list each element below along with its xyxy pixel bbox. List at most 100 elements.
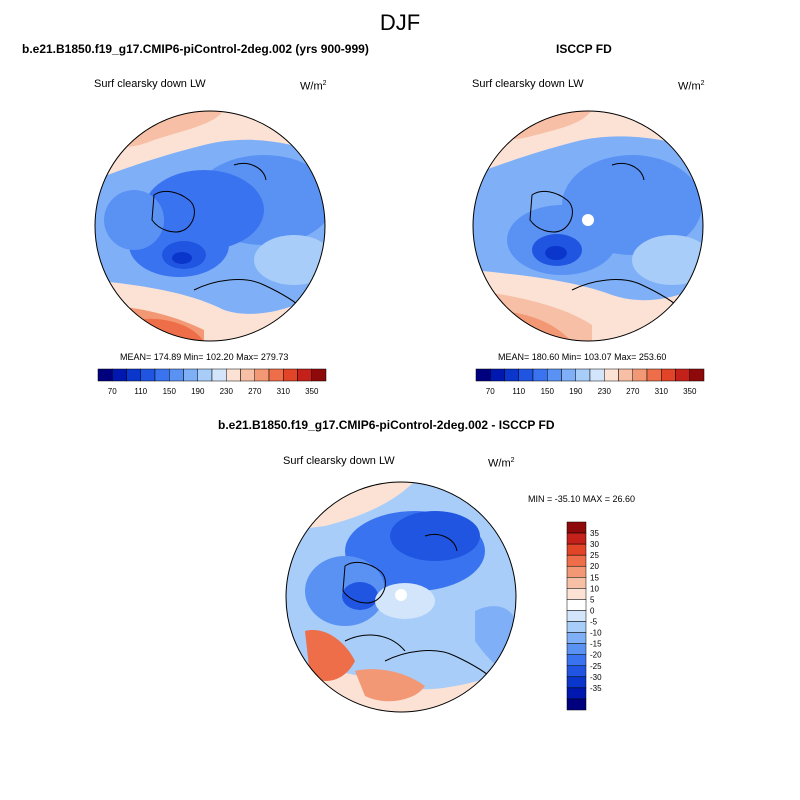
- colorbar-swatch: [566, 577, 587, 589]
- colorbar-tick-label: 270: [248, 387, 262, 396]
- colorbar-swatch: [661, 368, 676, 382]
- colorbar-swatch: [169, 368, 184, 382]
- colorbar-swatch: [254, 368, 270, 382]
- colorbar-swatch: [518, 368, 534, 382]
- colorbar-swatch: [675, 368, 690, 382]
- colorbar-swatch: [532, 368, 548, 382]
- colorbar-swatch: [618, 368, 633, 382]
- colorbar-tick-label: 30: [590, 540, 599, 549]
- colorbar-swatch: [566, 610, 587, 622]
- colorbar-tick-label: 350: [683, 387, 697, 396]
- colorbar-tick-label: 0: [590, 606, 595, 615]
- colorbar-swatch: [566, 687, 587, 700]
- colorbar-swatch: [575, 368, 591, 382]
- colorbar-swatch: [240, 368, 255, 382]
- model-case-title: b.e21.B1850.f19_g17.CMIP6-piControl-2deg…: [22, 42, 369, 56]
- colorbar-swatch: [226, 368, 241, 382]
- colorbar-tick-label: 230: [220, 387, 234, 396]
- colorbar-swatch: [646, 368, 662, 382]
- colorbar-tick-label: 230: [598, 387, 612, 396]
- colorbar-tick-label: -15: [590, 640, 602, 649]
- colorbar-tick-label: 10: [590, 584, 599, 593]
- obs-stats: MEAN= 180.60 Min= 103.07 Max= 253.60: [498, 352, 667, 362]
- obs-colorbar-swatches: [475, 368, 705, 382]
- colorbar-swatch: [547, 368, 562, 382]
- colorbar-swatch: [561, 368, 576, 382]
- colorbar-tick-label: -5: [590, 618, 598, 627]
- colorbar-swatch: [604, 368, 619, 382]
- colorbar-tick-label: 110: [512, 387, 525, 396]
- colorbar-swatch: [283, 368, 298, 382]
- colorbar-swatch: [566, 588, 587, 600]
- colorbar-swatch: [126, 368, 141, 382]
- colorbar-tick-label: 110: [134, 387, 147, 396]
- colorbar-swatch: [566, 632, 587, 644]
- colorbar-swatch: [566, 543, 587, 556]
- diff-variable-label: Surf clearsky down LW: [283, 455, 395, 467]
- colorbar-swatch: [311, 368, 327, 382]
- colorbar-tick-label: 150: [541, 387, 555, 396]
- colorbar-swatch: [566, 698, 587, 711]
- model-units-label: W/m2: [300, 80, 327, 93]
- colorbar-tick-label: 70: [486, 387, 495, 396]
- colorbar-swatch: [566, 643, 587, 655]
- colorbar-swatch: [475, 368, 491, 382]
- colorbar-swatch: [297, 368, 312, 382]
- colorbar-tick-label: 70: [108, 387, 117, 396]
- colorbar-swatch: [566, 565, 587, 578]
- colorbar-swatch: [566, 676, 587, 689]
- colorbar-tick-label: -35: [590, 684, 602, 693]
- obs-polar-map: [472, 110, 704, 342]
- colorbar-swatch: [211, 368, 227, 382]
- colorbar-swatch: [97, 368, 113, 382]
- colorbar-tick-label: 20: [590, 562, 599, 571]
- colorbar-swatch: [566, 599, 587, 611]
- colorbar-tick-label: 150: [163, 387, 177, 396]
- colorbar-swatch: [112, 368, 127, 382]
- colorbar-tick-label: 35: [590, 529, 599, 538]
- model-polar-map: [94, 110, 326, 342]
- diff-colorbar-ticks: 35 30 25 20 15 10 5 0 -5 -10 -15 -20 -25 -30 -35: [590, 529, 602, 693]
- colorbar-swatch: [632, 368, 648, 382]
- diff-colorbar: 35 30 25 20 15 10 5 0 -5 -10 -15 -20 -25 -30 -35: [566, 521, 602, 711]
- obs-colorbar-ticks: 70 110 150 190 230 270 310 350: [486, 387, 697, 396]
- colorbar-tick-label: 190: [191, 387, 205, 396]
- diff-colorbar-swatches: [566, 521, 587, 711]
- colorbar-swatch: [504, 368, 519, 382]
- model-variable-label: Surf clearsky down LW: [94, 78, 206, 90]
- diff-polar-map: [285, 481, 517, 713]
- obs-units-label: W/m2: [678, 80, 705, 93]
- colorbar-tick-label: -10: [590, 629, 602, 638]
- model-colorbar-swatches: [97, 368, 327, 382]
- colorbar-tick-label: 190: [569, 387, 583, 396]
- colorbar-tick-label: 270: [626, 387, 640, 396]
- model-colorbar-ticks: 70 110 150 190 230 270 310 350: [108, 387, 319, 396]
- colorbar-swatch: [566, 621, 587, 633]
- colorbar-tick-label: -20: [590, 651, 602, 660]
- colorbar-swatch: [589, 368, 605, 382]
- colorbar-swatch: [689, 368, 705, 382]
- colorbar-swatch: [566, 654, 587, 667]
- colorbar-swatch: [490, 368, 505, 382]
- colorbar-tick-label: 5: [590, 595, 595, 604]
- colorbar-tick-label: -25: [590, 662, 602, 671]
- colorbar-swatch: [566, 532, 587, 545]
- colorbar-swatch: [140, 368, 156, 382]
- model-stats: MEAN= 174.89 Min= 102.20 Max= 279.73: [120, 352, 289, 362]
- obs-colorbar: 70 110 150 190 230 270 310 350: [475, 368, 705, 396]
- colorbar-tick-label: 25: [590, 551, 599, 560]
- diff-stats: MIN = -35.10 MAX = 26.60: [528, 494, 636, 504]
- diff-units-label: W/m2: [488, 457, 515, 470]
- colorbar-tick-label: 310: [655, 387, 669, 396]
- colorbar-tick-label: 350: [305, 387, 319, 396]
- diff-case-title: b.e21.B1850.f19_g17.CMIP6-piControl-2deg…: [218, 418, 555, 432]
- colorbar-swatch: [197, 368, 213, 382]
- model-colorbar: 70 110 150 190 230 270 310 350: [97, 368, 327, 396]
- figure-title: DJF: [379, 10, 421, 35]
- colorbar-swatch: [566, 554, 587, 567]
- colorbar-swatch: [566, 665, 587, 678]
- colorbar-swatch: [154, 368, 170, 382]
- colorbar-tick-label: 310: [277, 387, 291, 396]
- colorbar-tick-label: -30: [590, 673, 602, 682]
- colorbar-swatch: [566, 521, 587, 534]
